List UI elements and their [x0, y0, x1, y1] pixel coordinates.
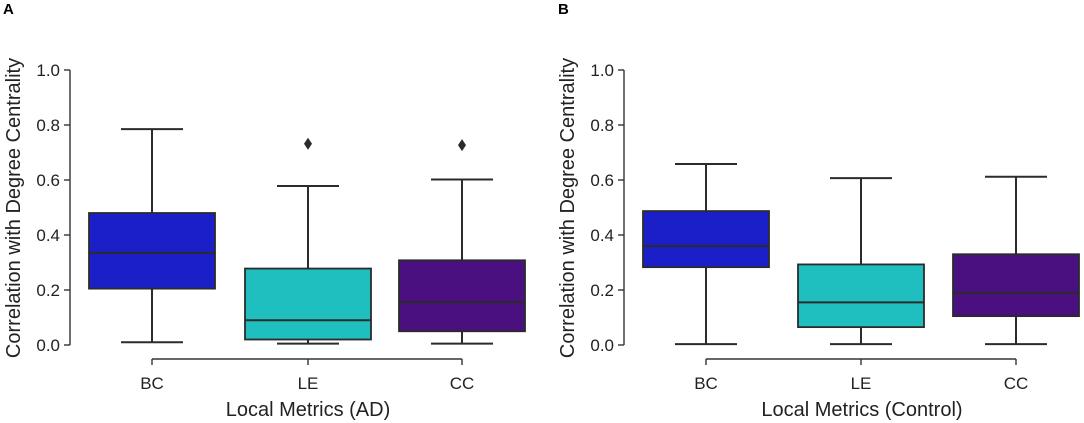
panel-a-x-tick-label-cc: CC [450, 374, 475, 393]
panel-b-y-axis-title: Correlation with Degree Centrality [557, 58, 579, 358]
panel-b-label: B [558, 1, 569, 18]
panel-a-y-tick-label: 0.4 [36, 226, 60, 245]
panel-a-x-tick-label-le: LE [298, 374, 319, 393]
panel-b-y-tick-label: 0.4 [590, 226, 614, 245]
panel-a-y-tick-label: 1.0 [36, 61, 60, 80]
panel-b-y-tick-label: 0.8 [590, 116, 614, 135]
panel-b-x-tick-label-le: LE [851, 374, 872, 393]
panel-b-box-le [797, 263, 925, 329]
panel-a-outlier-le [304, 137, 312, 150]
panel-b-x-axis-title: Local Metrics (Control) [761, 399, 962, 421]
panel-a-box-bc [88, 212, 216, 290]
panel-a-x-tick-label-bc: BC [140, 374, 164, 393]
panel-b-y-tick-label: 0.2 [590, 281, 614, 300]
panel-a-y-tick-label: 0.2 [36, 281, 60, 300]
panel-b: B Correlation with Degree Centrality Loc… [557, 1, 1080, 421]
panel-a-outlier-cc [458, 139, 466, 152]
panel-a-x-axis-title: Local Metrics (AD) [226, 399, 390, 421]
panel-a-label: A [3, 1, 14, 18]
panel-a-plot-area: 0.0 0.2 0.4 0.6 0.8 1.0 BC LE CC [36, 61, 526, 393]
panel-a-y-tick-label: 0.8 [36, 116, 60, 135]
panel-b-y-tick-label: 1.0 [590, 61, 614, 80]
panel-a-box-cc [398, 259, 526, 333]
panel-b-box-bc [642, 210, 770, 269]
panel-b-y-tick-label: 0.6 [590, 171, 614, 190]
panel-b-x-tick-label-bc: BC [694, 374, 718, 393]
panel-a-y-axis-title: Correlation with Degree Centrality [3, 58, 25, 358]
panel-a-y-tick-label: 0.0 [36, 336, 60, 355]
panel-a-y-tick-label: 0.6 [36, 171, 60, 190]
panel-b-box-cc [952, 253, 1080, 318]
panel-a-box-le [244, 267, 372, 341]
panel-b-plot-area: 0.0 0.2 0.4 0.6 0.8 1.0 BC LE CC [590, 61, 1080, 393]
panel-a: A Correlation with Degree Centrality Loc… [3, 1, 526, 421]
panel-b-x-tick-label-cc: CC [1004, 374, 1029, 393]
panel-b-y-tick-label: 0.0 [590, 336, 614, 355]
